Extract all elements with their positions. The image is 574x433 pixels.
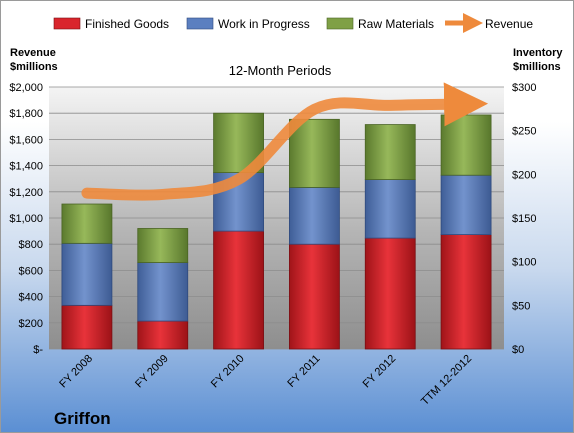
left-axis-title-line2: $millions bbox=[10, 61, 58, 73]
left-tick-label: $400 bbox=[19, 292, 43, 304]
right-tick-label: $50 bbox=[512, 300, 530, 312]
right-tick-label: $0 bbox=[512, 344, 524, 356]
right-axis-title-line1: Inventory bbox=[513, 47, 563, 59]
x-tick-label: FY 2009 bbox=[133, 353, 171, 391]
x-tick-label: TTM 12-2012 bbox=[419, 353, 474, 408]
left-tick-label: $1,600 bbox=[9, 134, 43, 146]
bar-work-in-progress bbox=[289, 187, 340, 245]
chart-title: 12-Month Periods bbox=[229, 63, 332, 78]
revenue-line bbox=[81, 82, 489, 201]
left-tick-label: $200 bbox=[19, 318, 43, 330]
right-tick-label: $200 bbox=[512, 169, 536, 181]
bar-work-in-progress bbox=[137, 262, 189, 322]
legend: Finished Goods Work in Progress Raw Mate… bbox=[53, 13, 533, 33]
left-tick-label: $800 bbox=[19, 239, 43, 251]
right-tick-label: $100 bbox=[512, 257, 536, 269]
left-axis-ticks: $- $200 $400 $600 $800 $1,000 $1,200 $1,400 $1,6… bbox=[9, 82, 43, 356]
right-tick-label: $250 bbox=[512, 126, 536, 138]
bar-finished-goods bbox=[364, 237, 416, 350]
x-tick-label: FY 2010 bbox=[209, 353, 247, 391]
legend-swatch-raw-materials bbox=[326, 17, 354, 30]
legend-swatch-finished-goods bbox=[53, 17, 81, 30]
left-tick-label: $1,000 bbox=[9, 213, 43, 225]
left-tick-label: $1,200 bbox=[9, 187, 43, 199]
left-axis-title-line1: Revenue bbox=[10, 47, 56, 59]
bar-finished-goods bbox=[440, 234, 492, 350]
left-tick-label: $- bbox=[33, 344, 43, 356]
bar-raw-materials bbox=[137, 228, 189, 263]
bar-stacks bbox=[61, 112, 492, 350]
x-tick-label: FY 2008 bbox=[57, 353, 95, 391]
right-axis-title-line2: $millions bbox=[513, 61, 561, 73]
left-tick-label: $2,000 bbox=[9, 82, 43, 94]
company-name: Griffon bbox=[54, 409, 111, 428]
legend-swatch-work-in-progress bbox=[186, 17, 214, 30]
bar-raw-materials bbox=[289, 118, 340, 188]
bar-work-in-progress bbox=[61, 242, 113, 306]
bar-work-in-progress bbox=[364, 179, 416, 239]
x-tick-label: FY 2012 bbox=[361, 353, 399, 391]
bar-finished-goods bbox=[137, 320, 189, 350]
legend-label-revenue: Revenue bbox=[485, 17, 533, 31]
bar-finished-goods bbox=[289, 243, 340, 350]
bar-raw-materials bbox=[440, 114, 492, 176]
bar-raw-materials bbox=[364, 124, 416, 180]
x-axis-ticks: FY 2008 FY 2009 FY 2010 FY 2011 FY 2012 TTM 1… bbox=[57, 353, 474, 408]
legend-label-raw-materials: Raw Materials bbox=[358, 17, 434, 31]
bar-finished-goods bbox=[213, 230, 264, 350]
legend-label-finished-goods: Finished Goods bbox=[85, 17, 169, 31]
x-tick-label: FY 2011 bbox=[285, 353, 322, 390]
left-tick-label: $600 bbox=[19, 265, 43, 277]
bar-raw-materials bbox=[61, 203, 113, 244]
right-tick-label: $300 bbox=[512, 82, 536, 94]
bar-work-in-progress bbox=[440, 174, 492, 235]
right-tick-label: $150 bbox=[512, 213, 536, 225]
left-tick-label: $1,800 bbox=[9, 108, 43, 120]
bar-finished-goods bbox=[61, 304, 113, 350]
legend-label-work-in-progress: Work in Progress bbox=[218, 17, 310, 31]
left-tick-label: $1,400 bbox=[9, 161, 43, 173]
right-axis-ticks: $0 $50 $100 $150 $200 $250 $300 bbox=[512, 82, 536, 356]
